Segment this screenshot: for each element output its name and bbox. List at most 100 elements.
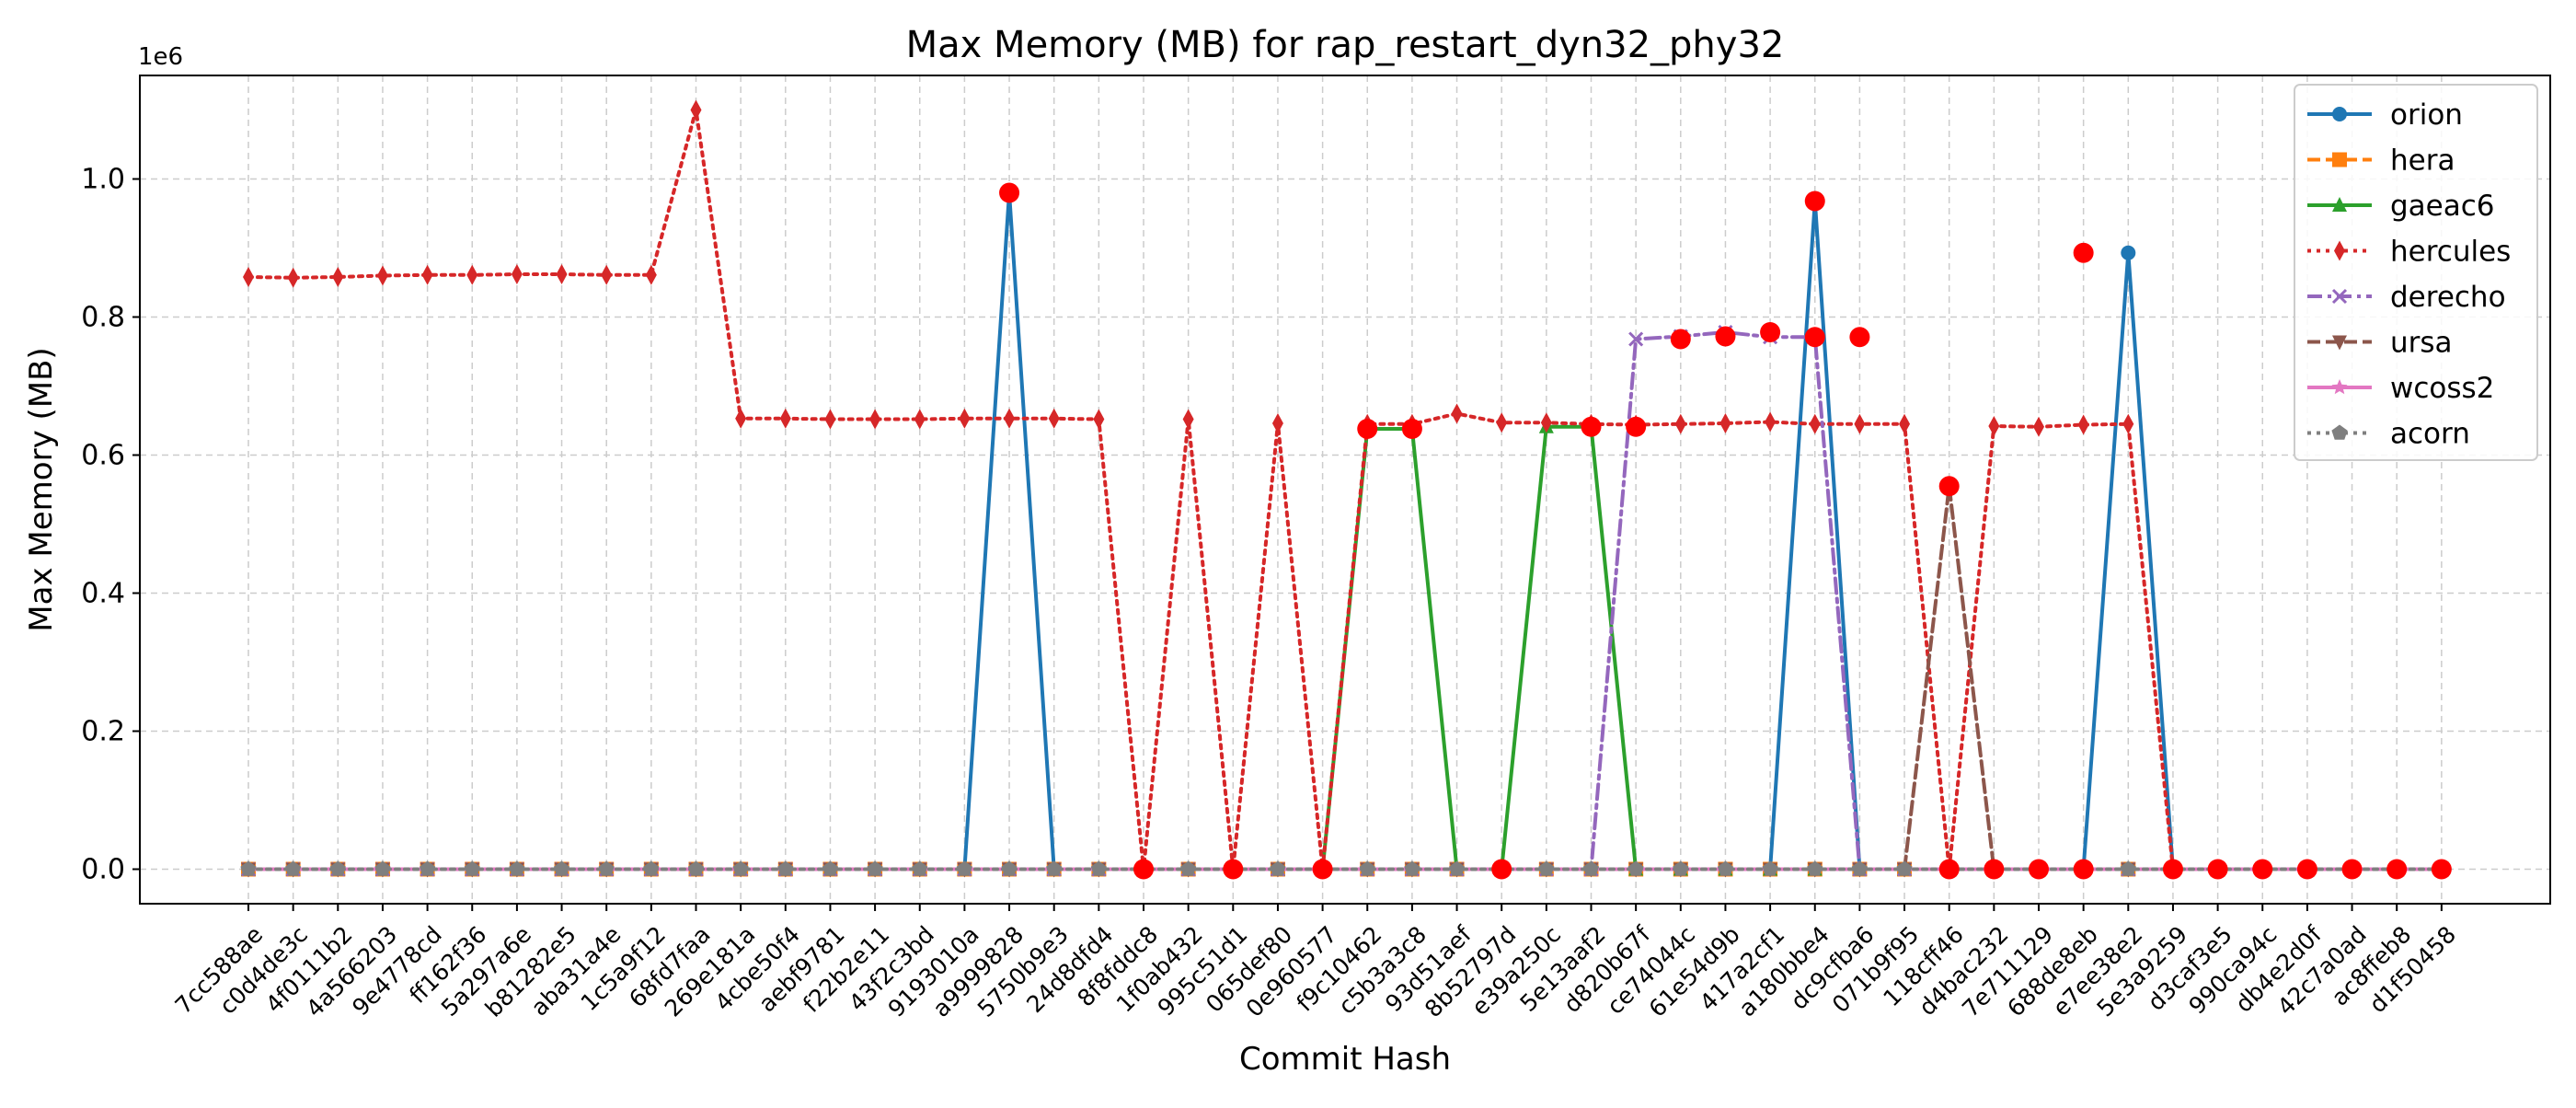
y-axis-ticks: 0.0 0.2 0.4 0.6 0.8 1.0 <box>81 164 140 886</box>
data-point-acorn <box>1717 860 1733 876</box>
data-point-acorn <box>1449 860 1466 876</box>
data-point-hercules <box>376 265 388 286</box>
y-tick-label: 0.0 <box>81 854 125 886</box>
data-point-acorn <box>1582 860 1600 876</box>
data-point-acorn <box>1046 860 1063 876</box>
data-point-acorn <box>867 860 883 876</box>
data-point-hercules <box>1854 413 1866 434</box>
data-point-acorn <box>956 860 972 876</box>
legend-marker-gaeac6 <box>2332 197 2347 212</box>
highlight-point <box>1938 859 1960 880</box>
data-point-acorn <box>1673 860 1689 876</box>
data-point-orion <box>2121 245 2136 260</box>
highlight-point <box>1312 859 1333 880</box>
data-point-hercules <box>511 264 523 284</box>
data-point-hercules <box>1540 412 1552 433</box>
data-point-hercules <box>243 267 254 287</box>
data-point-acorn <box>1270 860 1286 876</box>
highlight-point <box>2207 859 2228 880</box>
data-point-acorn <box>1807 860 1823 876</box>
data-point-hercules <box>914 409 926 430</box>
data-point-hercules <box>1809 413 1821 434</box>
highlight-point <box>1491 859 1512 880</box>
y-tick-label: 0.8 <box>81 302 125 334</box>
data-point-hercules <box>421 264 433 285</box>
data-point-hercules <box>1674 413 1686 434</box>
data-point-acorn <box>1762 860 1778 876</box>
series-line-hercules <box>247 108 2444 871</box>
data-point-hercules <box>1719 413 1731 433</box>
data-point-acorn <box>1627 860 1644 876</box>
data-point-hercules <box>2077 414 2089 435</box>
highlight-point <box>1715 326 1736 347</box>
data-point-acorn <box>1180 860 1197 876</box>
y-axis-label: Max Memory (MB) <box>23 347 60 631</box>
data-point-hercules <box>1048 408 1060 429</box>
data-point-hercules <box>645 264 657 285</box>
data-point-acorn <box>554 860 570 876</box>
legend-marker-hera <box>2332 152 2347 167</box>
data-point-hercules <box>1765 411 1777 433</box>
highlight-point <box>1133 859 1154 880</box>
data-point-hercules <box>869 409 881 430</box>
data-point-acorn <box>1896 860 1913 876</box>
highlight-point <box>2431 859 2452 880</box>
legend-label-orion: orion <box>2390 98 2463 132</box>
y-tick-label: 1.0 <box>81 164 125 196</box>
legend-marker-hercules <box>2334 240 2345 261</box>
highlight-point <box>2296 859 2317 880</box>
chart-title: Max Memory (MB) for rap_restart_dyn32_ph… <box>906 24 1785 66</box>
highlight-point <box>2386 859 2408 880</box>
legend-label-derecho: derecho <box>2390 281 2506 314</box>
legend-label-acorn: acorn <box>2390 418 2470 451</box>
legend-marker-wcoss2 <box>2331 379 2348 395</box>
highlight-point <box>1626 416 1647 437</box>
data-point-acorn <box>912 860 928 876</box>
data-point-acorn <box>598 860 615 876</box>
legend-marker-derecho <box>2331 288 2348 305</box>
highlight-point <box>1357 419 1378 439</box>
data-point-hercules <box>690 99 702 121</box>
data-point-hercules <box>466 264 478 285</box>
data-point-acorn <box>240 860 257 876</box>
data-point-acorn <box>822 860 838 876</box>
data-point-hercules <box>332 267 344 287</box>
data-point-acorn <box>1851 860 1868 876</box>
legend-label-hera: hera <box>2390 144 2455 178</box>
data-point-hercules <box>1271 413 1283 433</box>
data-point-acorn <box>1359 860 1375 876</box>
data-point-acorn <box>732 860 749 876</box>
highlight-point <box>1849 327 1870 348</box>
data-point-hercules <box>2122 413 2134 434</box>
data-point-acorn <box>643 860 660 876</box>
grid <box>140 75 2550 904</box>
data-point-hercules <box>824 409 836 430</box>
y-tick-label: 0.2 <box>81 716 125 748</box>
y-tick-label: 0.6 <box>81 440 125 472</box>
data-point-hercules <box>1496 412 1508 433</box>
data-point-acorn <box>777 860 794 876</box>
data-point-hercules <box>1451 403 1463 424</box>
data-point-acorn <box>464 860 480 876</box>
data-point-acorn <box>2120 860 2136 876</box>
highlight-point <box>2073 859 2094 880</box>
data-point-hercules <box>735 408 747 429</box>
legend-label-gaeac6: gaeac6 <box>2390 190 2495 223</box>
legend-box <box>2294 84 2538 461</box>
highlight-point <box>1760 322 1781 342</box>
data-point-hercules <box>779 408 791 429</box>
highlight-point <box>1581 416 1602 437</box>
highlight-point <box>2162 859 2183 880</box>
data-point-acorn <box>420 860 436 876</box>
y-axis-offset-label: 1e6 <box>138 43 183 71</box>
data-point-derecho <box>1628 331 1644 347</box>
legend: orion hera gaeac6 hercules derecho ursa wcoss2… <box>2294 84 2538 461</box>
data-point-hercules <box>1004 408 1016 429</box>
data-point-acorn <box>687 860 705 876</box>
y-tick-label: 0.4 <box>81 578 125 610</box>
highlight-point <box>2252 859 2273 880</box>
data-point-hercules <box>1988 416 2000 436</box>
